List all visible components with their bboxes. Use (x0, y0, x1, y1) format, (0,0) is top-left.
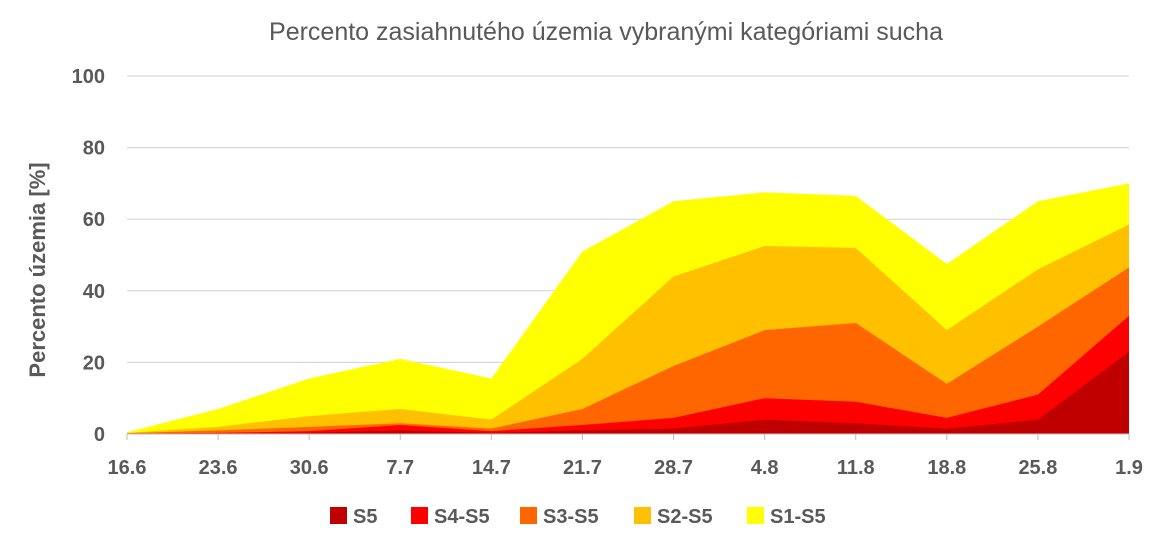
y-tick-label: 0 (94, 424, 105, 446)
x-tick-label: 18.8 (927, 457, 966, 479)
area-series-s3-s5 (127, 267, 1129, 434)
legend-label: S1-S5 (770, 506, 826, 528)
y-tick-label: 80 (83, 138, 105, 160)
legend-swatch (411, 507, 428, 524)
legend-swatch (520, 507, 537, 524)
y-axis-label: Percento územia [%] (25, 162, 50, 377)
legend-swatch (330, 507, 347, 524)
legend-label: S5 (353, 506, 377, 528)
y-tick-label: 40 (83, 281, 105, 303)
axes (126, 433, 1130, 440)
x-tick-label: 25.8 (1018, 457, 1057, 479)
x-tick-label: 4.8 (751, 457, 779, 479)
area-series-s5 (127, 351, 1129, 434)
legend-swatch (747, 507, 764, 524)
legend-label: S4-S5 (434, 506, 490, 528)
x-tick-label: 21.7 (563, 457, 602, 479)
y-tick-label: 60 (83, 209, 105, 231)
x-tick-label: 7.7 (386, 457, 414, 479)
x-tick-label: 23.6 (199, 457, 238, 479)
x-tick-labels: 16.6 23.6 30.6 7.7 14.7 21.7 28.7 4.8 11.8 18.8 25… (108, 457, 1143, 479)
x-tick-label: 1.9 (1115, 457, 1143, 479)
area-series (127, 183, 1129, 434)
legend-item-s2-s5: S2-S5 (634, 506, 713, 528)
legend-label: S3-S5 (543, 506, 599, 528)
legend-item-s1-s5: S1-S5 (747, 506, 826, 528)
legend-item-s3-s5: S3-S5 (520, 506, 599, 528)
legend-item-s4-s5: S4-S5 (411, 506, 490, 528)
chart-title: Percento zasiahnutého územia vybranými k… (269, 18, 943, 46)
y-tick-label: 20 (83, 352, 105, 374)
x-tick-label: 16.6 (108, 457, 147, 479)
x-tick-label: 28.7 (654, 457, 693, 479)
legend-label: S2-S5 (657, 506, 713, 528)
legend-swatch (634, 507, 651, 524)
x-tick-label: 11.8 (837, 457, 875, 479)
legend-item-s5: S5 (330, 506, 377, 528)
y-tick-label: 100 (72, 66, 105, 88)
x-tick-label: 30.6 (290, 457, 329, 479)
y-tick-labels: 0 20 40 60 80 100 (72, 66, 105, 446)
x-tick-label: 14.7 (472, 457, 511, 479)
legend: S5 S4-S5 S3-S5 S2-S5 S1-S5 (330, 506, 826, 528)
